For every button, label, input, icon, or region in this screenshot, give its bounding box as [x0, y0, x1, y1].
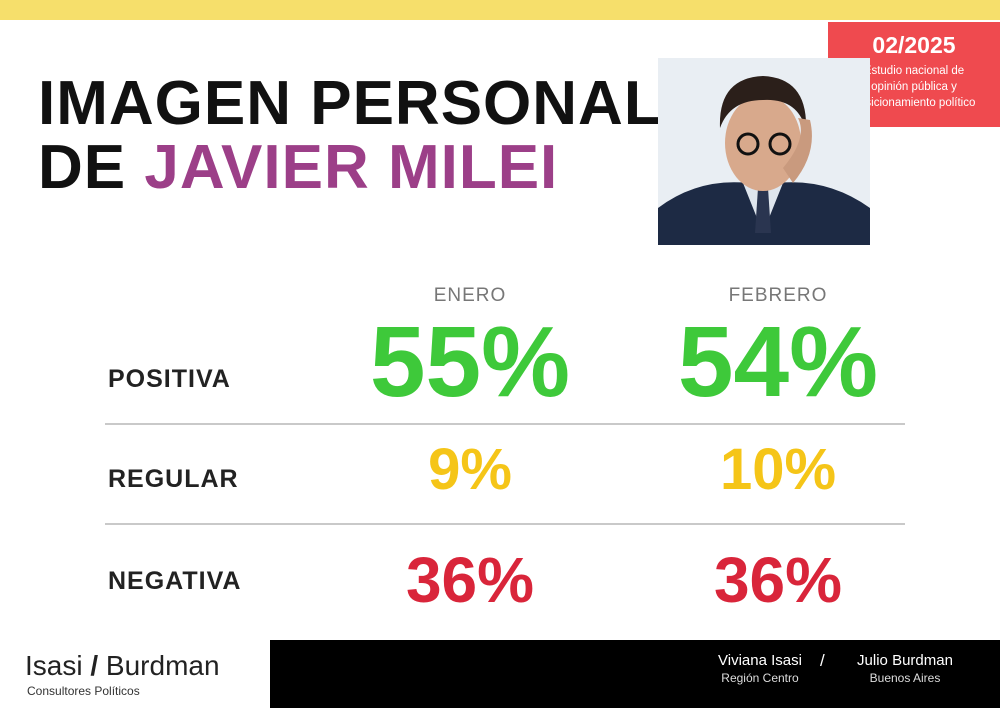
badge-line: opinión pública y [871, 81, 957, 93]
column-header: FEBRERO [728, 285, 828, 306]
title-prefix: DE [38, 133, 127, 202]
row-label: NEGATIVA [108, 567, 242, 595]
person-name: Viviana Isasi [718, 652, 802, 669]
value-cell: 36% [405, 544, 535, 616]
badge-text: Estudio nacional de opinión pública y po… [828, 63, 1000, 111]
value-cell: 36% [713, 544, 843, 616]
badge-date: 02/2025 [872, 32, 956, 58]
person-name: Julio Burdman [857, 652, 953, 669]
brand-sub: Consultores Políticos [27, 684, 140, 698]
row-label: REGULAR [108, 465, 239, 493]
title-line: IMAGEN PERSONAL [38, 69, 663, 138]
badge-line: posicionamiento político [852, 97, 976, 109]
value-cell: 54% [677, 306, 879, 418]
row-label: POSITIVA [108, 365, 231, 393]
badge-line: Estudio nacional de [863, 65, 965, 77]
brand: Isasi / Burdman [25, 650, 220, 682]
person-place: Buenos Aires [869, 671, 941, 685]
divider [105, 523, 905, 525]
title-name: JAVIER MILEI [144, 133, 559, 202]
separator: / [820, 651, 825, 670]
value-cell: 10% [719, 437, 837, 502]
value-cell: 9% [428, 437, 512, 502]
brand-right: Burdman [105, 650, 220, 681]
brand-left: Isasi [25, 650, 83, 681]
photo [658, 58, 870, 245]
brand-slash: / [90, 650, 99, 681]
value-cell: 55% [369, 306, 571, 418]
person-place: Región Centro [721, 671, 799, 685]
title-line: DE JAVIER MILEI [38, 132, 558, 203]
top-strip [0, 0, 1000, 20]
column-header: ENERO [433, 285, 507, 306]
divider [105, 423, 905, 425]
footer-bar: Viviana Isasi Región Centro / Julio Burd… [270, 640, 1000, 708]
